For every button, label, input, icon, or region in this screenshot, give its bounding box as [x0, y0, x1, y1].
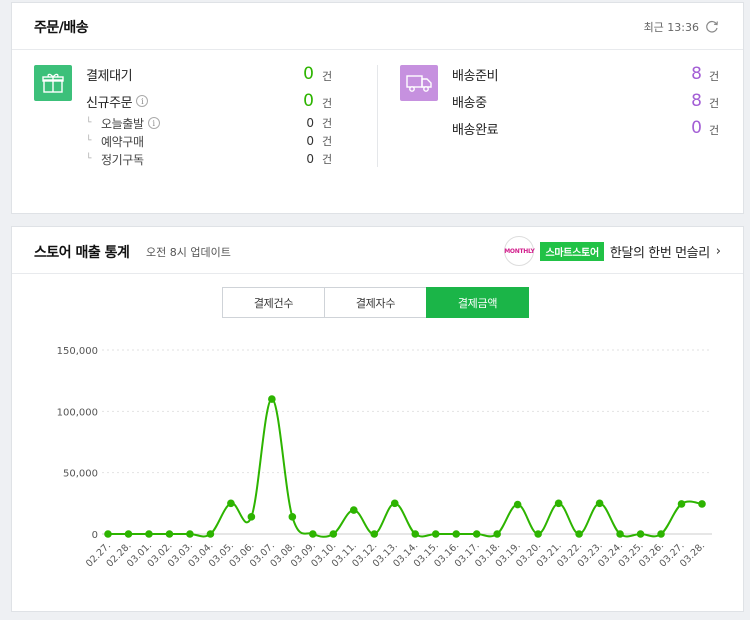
sub-item-mark: └ — [86, 136, 92, 146]
promo-text: 한달의 한번 먼슬리 — [609, 245, 710, 261]
reservation-label: 예약구매 — [101, 134, 144, 149]
smartstore-badge: 스마트스토어 — [540, 241, 604, 261]
delivery-prep-unit: 건 — [709, 70, 720, 83]
subscription-label: 정기구독 — [101, 152, 144, 167]
new-order-row[interactable]: 신규주문 i — [86, 91, 149, 111]
new-order-label-wrap: 신규주문 i — [86, 92, 149, 111]
data-point[interactable] — [595, 499, 604, 508]
data-point[interactable] — [493, 530, 501, 538]
tab-payment-count[interactable]: 결제건수 — [222, 287, 325, 318]
data-point[interactable] — [472, 530, 481, 538]
stats-updated-time: 오전 8시 업데이트 — [146, 246, 231, 259]
sales-line-chart: 050,000100,000150,00002.27.02.28.03.01.0… — [57, 346, 712, 569]
new-order-label: 신규주문 — [86, 95, 133, 111]
payment-pending-unit: 건 — [322, 70, 333, 83]
payment-pending-label: 결제대기 — [86, 68, 133, 84]
reservation-unit: 건 — [322, 135, 333, 148]
in-delivery-count[interactable]: 8 — [691, 91, 702, 111]
y-tick-label: 150,000 — [57, 346, 98, 357]
orders-panel: 주문/배송 최근 13:36 결제대기 0 건 신규주문 i 0 건 └ — [11, 2, 744, 214]
series-line — [107, 398, 703, 538]
data-point[interactable] — [145, 530, 153, 538]
reservation-count[interactable]: 0 — [306, 134, 314, 148]
tab-payer-count[interactable]: 결제자수 — [324, 287, 427, 318]
sub-item-mark: └ — [86, 118, 92, 128]
payment-pending-count[interactable]: 0 — [303, 64, 314, 84]
reservation-row[interactable]: └ 예약구매 — [86, 131, 144, 151]
delivery-prep-label: 배송준비 — [452, 68, 499, 84]
delivery-prep-row[interactable]: 배송준비 — [452, 64, 499, 84]
data-point[interactable] — [104, 530, 112, 538]
today-dispatch-unit: 건 — [322, 117, 333, 130]
data-point[interactable] — [677, 500, 686, 508]
data-point[interactable] — [452, 530, 461, 538]
stats-title: 스토어 매출 통계 — [34, 245, 130, 261]
info-icon[interactable]: i — [147, 117, 160, 129]
y-tick-label: 100,000 — [57, 407, 98, 418]
data-point[interactable] — [309, 530, 317, 538]
data-point[interactable] — [513, 500, 522, 509]
today-dispatch-wrap: └ 오늘출발 i — [86, 115, 160, 132]
data-point[interactable] — [575, 530, 583, 538]
orders-header: 주문/배송 최근 13:36 — [12, 3, 743, 50]
data-point[interactable] — [329, 530, 338, 538]
delivered-label: 배송완료 — [452, 122, 499, 138]
delivered-count[interactable]: 0 — [691, 118, 702, 138]
y-tick-label: 50,000 — [63, 469, 98, 480]
data-point[interactable] — [349, 506, 358, 514]
stats-panel: 스토어 매출 통계 오전 8시 업데이트 MONTHLY 스마트스토어 한달의 … — [11, 226, 744, 612]
data-point[interactable] — [288, 513, 297, 521]
tab-payment-amount[interactable]: 결제금액 — [426, 287, 529, 318]
new-order-unit: 건 — [322, 97, 333, 110]
sub-item-mark: └ — [86, 154, 92, 164]
in-delivery-unit: 건 — [709, 97, 720, 110]
data-point[interactable] — [247, 513, 256, 521]
data-point[interactable] — [370, 530, 379, 538]
today-dispatch-row[interactable]: └ 오늘출발 i — [86, 113, 160, 133]
today-dispatch-label: 오늘출발 — [101, 116, 144, 131]
y-tick-label: 0 — [92, 530, 98, 541]
data-point[interactable] — [657, 530, 665, 538]
gift-icon — [34, 65, 72, 101]
subscription-unit: 건 — [322, 153, 333, 166]
info-icon[interactable]: i — [136, 95, 149, 107]
stats-header: 스토어 매출 통계 오전 8시 업데이트 MONTHLY 스마트스토어 한달의 … — [12, 227, 743, 274]
refresh-icon — [706, 20, 718, 33]
truck-icon — [400, 65, 438, 101]
data-point[interactable] — [616, 530, 624, 538]
in-delivery-row[interactable]: 배송중 — [452, 91, 487, 111]
reservation-wrap: └ 예약구매 — [86, 133, 144, 150]
metric-tabs: 결제건수 결제자수 결제금액 — [222, 287, 529, 318]
data-point[interactable] — [431, 530, 440, 538]
data-point[interactable] — [124, 530, 133, 538]
subscription-wrap: └ 정기구독 — [86, 151, 144, 168]
delivery-prep-count[interactable]: 8 — [691, 64, 702, 84]
data-point[interactable] — [227, 499, 235, 508]
subscription-count[interactable]: 0 — [306, 152, 314, 166]
new-order-count[interactable]: 0 — [303, 91, 314, 111]
subscription-row[interactable]: └ 정기구독 — [86, 149, 144, 169]
in-delivery-label: 배송중 — [452, 95, 487, 111]
section-divider — [377, 65, 378, 167]
refresh-time: 최근 13:36 — [643, 21, 699, 34]
data-point[interactable] — [268, 395, 276, 403]
chevron-right-icon: › — [715, 243, 721, 259]
data-point[interactable] — [636, 530, 645, 538]
data-point[interactable] — [698, 500, 706, 508]
data-point[interactable] — [206, 530, 215, 538]
delivered-unit: 건 — [709, 124, 720, 137]
data-point[interactable] — [534, 530, 542, 538]
data-point[interactable] — [554, 499, 563, 508]
monthly-logo: MONTHLY — [504, 236, 535, 266]
delivered-row[interactable]: 배송완료 — [452, 118, 499, 138]
payment-pending-row[interactable]: 결제대기 — [86, 64, 133, 84]
data-point[interactable] — [390, 499, 399, 508]
data-point[interactable] — [165, 530, 174, 538]
data-point[interactable] — [186, 530, 194, 538]
data-point[interactable] — [411, 530, 420, 538]
today-dispatch-count[interactable]: 0 — [306, 116, 314, 130]
monthly-promo-link[interactable]: MONTHLY 스마트스토어 한달의 한번 먼슬리 › — [504, 236, 721, 266]
orders-title: 주문/배송 — [34, 20, 89, 36]
refresh-button[interactable]: 최근 13:36 — [644, 19, 719, 35]
